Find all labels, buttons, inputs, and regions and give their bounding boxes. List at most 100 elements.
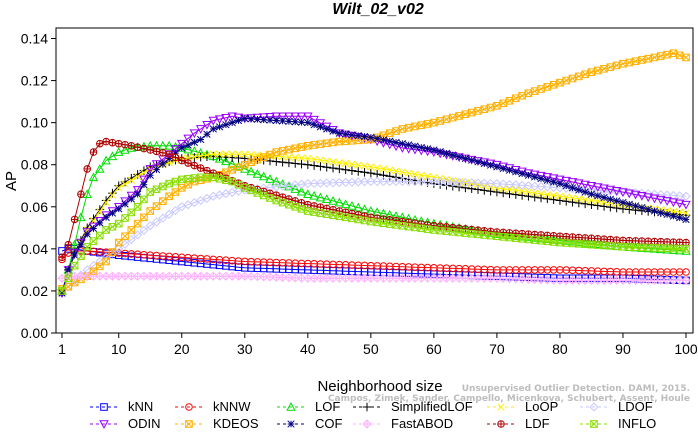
point-ldf	[556, 232, 564, 241]
point-ldof	[523, 181, 534, 191]
x-tick-label: 40	[300, 341, 316, 357]
point-ldof	[511, 180, 521, 190]
point-cof	[272, 116, 280, 125]
point-ldof	[479, 178, 489, 188]
point-lof	[126, 142, 137, 152]
point-ldof	[542, 182, 552, 192]
point-simplifiedlof	[580, 199, 590, 209]
point-cof	[524, 171, 533, 179]
point-loop	[304, 154, 312, 163]
point-inflo	[146, 188, 155, 196]
point-simplifiedlof	[322, 162, 332, 172]
point-ldf	[575, 233, 583, 242]
point-lof	[662, 244, 672, 254]
point-cof	[537, 174, 545, 183]
point-ldof	[139, 225, 149, 235]
point-ldf	[83, 165, 92, 173]
point-odin	[649, 194, 660, 204]
point-loop	[587, 196, 596, 205]
point-odin	[567, 178, 578, 187]
point-ldof	[498, 179, 508, 189]
point-kdeos	[537, 85, 545, 93]
point-cof	[266, 116, 274, 124]
point-loop	[398, 168, 407, 176]
point-odin	[637, 192, 647, 201]
point-simplifiedlof	[297, 159, 306, 169]
point-loop	[549, 191, 558, 200]
point-odin	[674, 199, 685, 209]
point-cof	[461, 154, 470, 163]
point-loop	[386, 166, 394, 174]
point-cof	[304, 119, 312, 127]
point-ldf	[631, 237, 640, 245]
legend-item-ldof: LDOF	[580, 399, 653, 414]
point-inflo	[77, 252, 85, 261]
point-loop	[127, 176, 135, 184]
point-ldof	[391, 176, 401, 187]
point-cof	[58, 289, 66, 297]
point-loop	[531, 189, 539, 197]
point-simplifiedlof	[524, 191, 533, 201]
point-ldof	[303, 179, 313, 189]
point-kdeos	[549, 80, 558, 89]
point-loop	[373, 164, 381, 172]
point-ldof	[366, 176, 376, 187]
point-ldf	[121, 140, 129, 149]
point-ldf	[581, 234, 589, 242]
point-simplifiedlof	[486, 186, 495, 196]
point-inflo	[461, 229, 470, 237]
legend-item-simplifiedlof: SimplifiedLOF	[353, 399, 473, 414]
x-tick-label: 10	[111, 341, 127, 357]
legend: kNN kNNW LOF SimplifiedLOF LoOP LDOF ODIN KDEOS…	[90, 399, 656, 431]
x-tick-label: 90	[615, 341, 631, 357]
x-axis-label: Neighborhood size	[317, 378, 442, 395]
point-loop	[360, 162, 369, 170]
point-loop	[316, 156, 325, 164]
point-cof	[297, 118, 306, 126]
point-cof	[619, 198, 627, 207]
point-kdeos	[575, 72, 583, 81]
point-loop	[203, 151, 211, 159]
point-kdeos	[499, 99, 508, 108]
point-cof	[613, 197, 621, 205]
y-axis-label: AP	[3, 171, 20, 191]
point-ldf	[209, 169, 218, 177]
point-loop	[285, 153, 293, 161]
point-cof	[253, 115, 262, 123]
point-cof	[146, 171, 154, 179]
point-ldof	[429, 176, 439, 187]
point-ldf	[625, 236, 634, 245]
point-kdeos	[556, 78, 564, 87]
point-cof	[291, 118, 299, 126]
point-cof	[77, 241, 85, 249]
point-loop	[310, 155, 318, 163]
point-lof	[69, 239, 80, 249]
point-ldof	[454, 177, 464, 188]
point-cof	[121, 200, 129, 208]
point-kdeos	[461, 110, 470, 119]
point-kdeos	[581, 70, 589, 79]
point-inflo	[83, 242, 92, 251]
point-cof	[367, 133, 375, 142]
point-kdeos	[467, 108, 476, 117]
point-kdeos	[524, 89, 533, 98]
point-ldof	[681, 191, 691, 201]
point-cof	[486, 161, 495, 169]
point-loop	[133, 172, 142, 181]
point-ldof	[145, 221, 155, 231]
point-odin	[574, 179, 584, 189]
point-ldf	[58, 253, 66, 262]
point-kdeos	[493, 102, 501, 110]
x-tick-label: 80	[552, 341, 568, 357]
point-cof	[625, 200, 633, 208]
point-inflo	[127, 208, 136, 217]
point-ldf	[304, 200, 312, 209]
point-kdeos	[568, 74, 577, 83]
point-ldof	[309, 178, 319, 189]
point-kdeos	[512, 94, 520, 103]
series-inflo	[58, 173, 690, 295]
point-cof	[348, 131, 356, 139]
legend-item-ldf: LDF	[487, 416, 550, 431]
point-ldof	[328, 178, 338, 188]
